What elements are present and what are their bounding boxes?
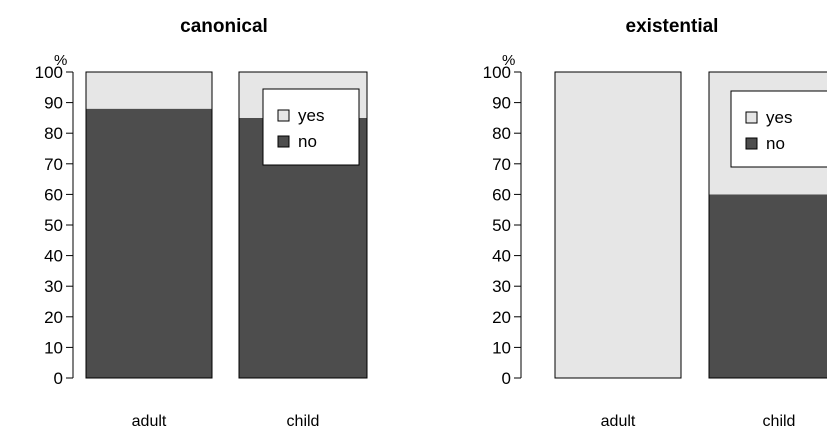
bar-outline-child: [708, 71, 827, 379]
chart-panel-existential: existential% 0 10 20 30 40 50 60 70 80 90 100 adult c…: [483, 16, 827, 430]
legend-label-yes: yes: [766, 108, 792, 127]
y-unit-label: %: [502, 52, 515, 69]
y-tick-label: 20: [492, 308, 511, 327]
bar-outline-adult: [554, 71, 682, 379]
y-tick-label: 10: [44, 338, 63, 357]
y-tick-label: 0: [54, 369, 63, 388]
bar-segment-no-adult: [86, 108, 212, 378]
legend: yes no: [262, 88, 360, 166]
chart-panel-canonical: canonical% 0 10 20 30 40 50 60 70 80 90 100 adult chi…: [35, 16, 368, 430]
y-tick-label: 100: [35, 63, 63, 82]
y-tick-label: 10: [492, 338, 511, 357]
x-category-label: adult: [132, 413, 167, 430]
x-category-label: child: [287, 413, 320, 430]
legend-swatch-no: [277, 135, 290, 148]
y-unit-label: %: [54, 52, 67, 69]
y-tick-label: 80: [44, 124, 63, 143]
y-tick-label: 30: [492, 277, 511, 296]
legend-swatch-yes: [277, 109, 290, 122]
y-tick-label: 60: [44, 185, 63, 204]
legend-label-yes: yes: [298, 106, 324, 125]
chart-title: canonical: [180, 16, 268, 37]
bar-segment-yes-adult: [555, 72, 681, 378]
bar-segment-yes-adult: [86, 72, 212, 109]
chart-title: existential: [626, 16, 719, 37]
y-tick-label: 50: [44, 216, 63, 235]
legend-swatch-yes: [745, 111, 758, 124]
y-tick-label: 40: [492, 247, 511, 266]
y-tick-label: 70: [44, 155, 63, 174]
y-tick-label: 80: [492, 124, 511, 143]
y-tick-label: 90: [44, 94, 63, 113]
bar-segment-no-child: [709, 194, 827, 378]
y-tick-label: 90: [492, 94, 511, 113]
bar-outline-child: [238, 71, 368, 379]
x-category-label: adult: [601, 413, 636, 430]
y-tick-label: 70: [492, 155, 511, 174]
y-tick-label: 100: [483, 63, 511, 82]
legend-box: [730, 90, 827, 168]
y-tick-label: 30: [44, 277, 63, 296]
legend-label-no: no: [766, 134, 785, 153]
x-category-label: child: [763, 413, 796, 430]
y-tick-label: 60: [492, 185, 511, 204]
legend-swatch-no: [745, 137, 758, 150]
y-tick-label: 0: [502, 369, 511, 388]
legend-box: [262, 88, 360, 166]
y-tick-label: 50: [492, 216, 511, 235]
legend: yes no: [730, 90, 827, 168]
y-tick-label: 40: [44, 247, 63, 266]
bar-outline-adult: [85, 71, 213, 379]
legend-label-no: no: [298, 132, 317, 151]
y-tick-label: 20: [44, 308, 63, 327]
